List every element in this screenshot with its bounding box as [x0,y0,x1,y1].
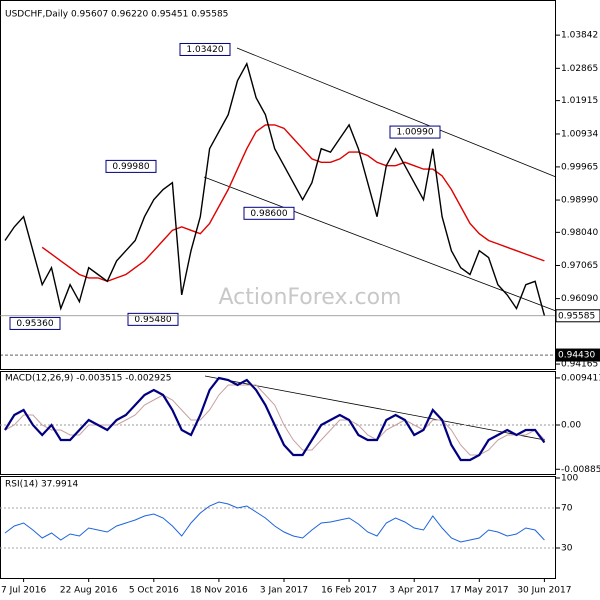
rsi-panel [0,476,556,579]
series-line [41,124,545,283]
series-line [4,376,546,462]
y-tick-label: 1.01915 [561,96,598,106]
price-label: 0.94430 [558,351,595,361]
annotation-label: 0.95360 [16,319,53,329]
trend-line [204,375,546,441]
annotation-box [389,125,441,139]
y-tick-label: 0.98990 [561,196,598,206]
y-tick-label: 0.009411 [561,373,600,383]
annotation-box [105,159,157,173]
panel-title: RSI(14) 37.9914 [5,480,78,490]
panel-title: MACD(12,26,9) -0.003515 -0.002925 [5,374,171,384]
watermark: ActionForex.com [219,285,402,310]
y-tick-label: 1.00934 [561,129,598,139]
x-tick-label: 7 Jul 2016 [1,586,46,596]
y-tick-label: 30 [561,544,573,554]
annotation-box [179,42,231,56]
y-tick-label: -0.008852 [561,465,600,475]
y-tick-label: 1.03842 [561,31,598,41]
annotation-label: 0.95480 [134,315,171,325]
y-tick-label: 1.02865 [561,64,598,74]
channel-line [203,176,557,312]
series-line [4,501,545,543]
annotation-box [9,316,61,330]
y-tick-label: 0.96090 [561,294,598,304]
series-line [4,61,546,316]
price-label: 0.95585 [558,311,595,321]
annotation-label: 1.03420 [186,45,223,55]
price-box [555,309,600,323]
y-tick-label: 100 [561,474,578,484]
channel-line [236,47,557,178]
y-tick-label: 0.94165 [561,360,598,370]
x-tick-label: 22 Aug 2016 [60,586,118,596]
x-tick-label: 18 Nov 2016 [190,586,248,596]
x-tick-label: 17 May 2017 [450,586,509,596]
annotation-label: 1.00990 [396,128,433,138]
panel-title: USDCHF,Daily 0.95607 0.96220 0.95451 0.9… [5,10,228,20]
annotation-box [127,312,179,326]
price-panel [0,0,556,370]
macd-panel [0,371,556,475]
y-tick-label: 0.98040 [561,228,598,238]
x-tick-label: 3 Apr 2017 [389,586,439,596]
annotation-label: 0.99980 [112,162,149,172]
x-tick-label: 30 Jun 2017 [517,586,571,596]
y-tick-label: 0.99965 [561,162,598,172]
y-tick-label: 70 [561,504,573,514]
y-tick-label: 0.97065 [561,261,598,271]
annotation-box [243,206,295,220]
x-tick-label: 3 Jan 2017 [260,586,308,596]
x-tick-label: 5 Oct 2016 [129,586,179,596]
annotation-label: 0.98600 [250,209,287,219]
price-box [555,348,600,362]
x-tick-label: 16 Feb 2017 [321,586,377,596]
y-tick-label: 0.00 [561,421,581,431]
series-line [4,384,545,456]
